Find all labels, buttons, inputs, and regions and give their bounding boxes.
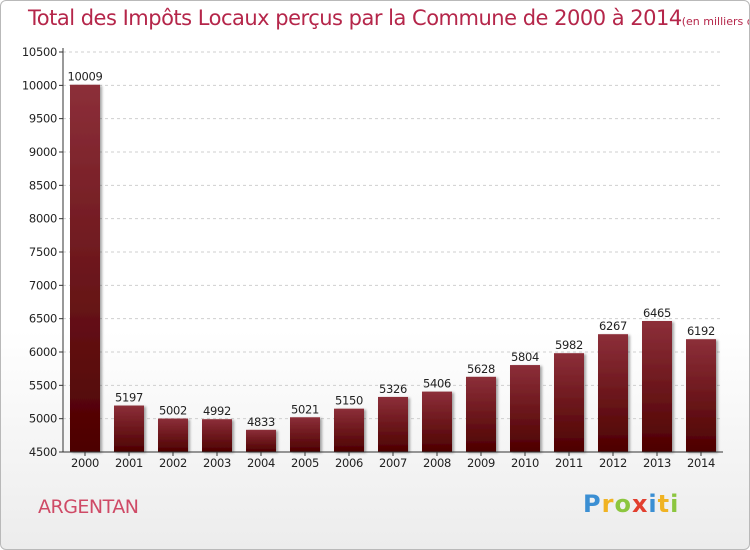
y-tick-label: 10500 — [22, 45, 57, 59]
y-tick-label: 6500 — [29, 312, 57, 326]
chart-title-main: Total des Impôts Locaux perçus par la Co… — [28, 6, 682, 30]
x-tick-label-2004: 2004 — [247, 456, 275, 470]
proxiti-logo: Proxiti — [583, 490, 679, 518]
value-labels: 10009 5197 5002 4992 4833 5021 5150 5326 5406 562… — [67, 70, 715, 429]
bar-2013 — [642, 321, 672, 452]
y-tick-label: 7500 — [29, 245, 57, 259]
value-label-2011: 5982 — [555, 338, 583, 352]
logo-letter: i — [670, 490, 680, 518]
x-tick-label-2012: 2012 — [599, 456, 627, 470]
value-label-2013: 6465 — [643, 306, 671, 320]
bar-2001 — [114, 405, 144, 452]
bar-2000 — [70, 84, 100, 452]
y-tick-label: 8500 — [29, 178, 57, 192]
value-label-2010: 5804 — [511, 350, 539, 364]
y-tick-label: 6000 — [29, 345, 57, 359]
value-label-2008: 5406 — [423, 377, 451, 391]
value-label-2002: 5002 — [159, 404, 187, 418]
value-label-2005: 5021 — [291, 402, 319, 416]
value-label-2003: 4992 — [203, 404, 231, 418]
y-tick-label: 10000 — [22, 78, 57, 92]
value-label-2009: 5628 — [467, 362, 495, 376]
value-label-2007: 5326 — [379, 382, 407, 396]
axes: 4500 5000 5500 6000 6500 7000 7500 8000 8500 9000… — [22, 45, 723, 470]
x-tick-label-2002: 2002 — [159, 456, 187, 470]
value-label-2006: 5150 — [335, 394, 363, 408]
y-tick-label: 5500 — [29, 378, 57, 392]
value-label-2012: 6267 — [599, 319, 627, 333]
x-tick-label-2000: 2000 — [71, 456, 99, 470]
x-tick-label-2005: 2005 — [291, 456, 319, 470]
bar-2006 — [334, 408, 364, 452]
x-tick-label-2013: 2013 — [643, 456, 671, 470]
x-tick-label-2014: 2014 — [687, 456, 715, 470]
bar-2010 — [510, 365, 540, 452]
bar-2014 — [686, 339, 716, 452]
value-label-2004: 4833 — [247, 415, 275, 429]
y-tick-label: 8000 — [29, 212, 57, 226]
bar-2009 — [466, 376, 496, 452]
bar-2007 — [378, 396, 408, 452]
value-label-2014: 6192 — [687, 324, 715, 338]
bar-2012 — [598, 334, 628, 452]
y-tick-label: 9500 — [29, 112, 57, 126]
bar-2002 — [158, 418, 188, 452]
x-tick-label-2001: 2001 — [115, 456, 143, 470]
x-tick-label-2006: 2006 — [335, 456, 363, 470]
value-label-2000: 10009 — [67, 70, 102, 84]
y-tick-label: 9000 — [29, 145, 57, 159]
bar-2003 — [202, 419, 232, 452]
logo-letter: t — [657, 490, 671, 518]
y-tick-label: 5000 — [29, 412, 57, 426]
bar-2008 — [422, 391, 452, 452]
y-tick-label: 4500 — [29, 445, 57, 459]
logo-letter: P — [583, 490, 602, 518]
logo-letter: r — [601, 490, 615, 518]
bar-2005 — [290, 417, 320, 452]
y-tick-label: 7000 — [29, 278, 57, 292]
logo-letter: o — [614, 490, 632, 518]
bar-2004 — [246, 429, 276, 452]
chart-title: Total des Impôts Locaux perçus par la Co… — [28, 6, 749, 30]
x-tick-label-2008: 2008 — [423, 456, 451, 470]
value-label-2001: 5197 — [115, 391, 143, 405]
logo-letter: i — [648, 490, 658, 518]
x-tick-label-2010: 2010 — [511, 456, 539, 470]
commune-name: ARGENTAN — [38, 496, 139, 518]
logo-letter: x — [631, 490, 649, 518]
x-tick-label-2007: 2007 — [379, 456, 407, 470]
chart-title-unit: (en milliers d'€) — [681, 15, 749, 28]
x-tick-label-2009: 2009 — [467, 456, 495, 470]
x-tick-label-2003: 2003 — [203, 456, 231, 470]
x-tick-label-2011: 2011 — [555, 456, 583, 470]
bars — [70, 84, 716, 452]
bar-2011 — [554, 353, 584, 452]
